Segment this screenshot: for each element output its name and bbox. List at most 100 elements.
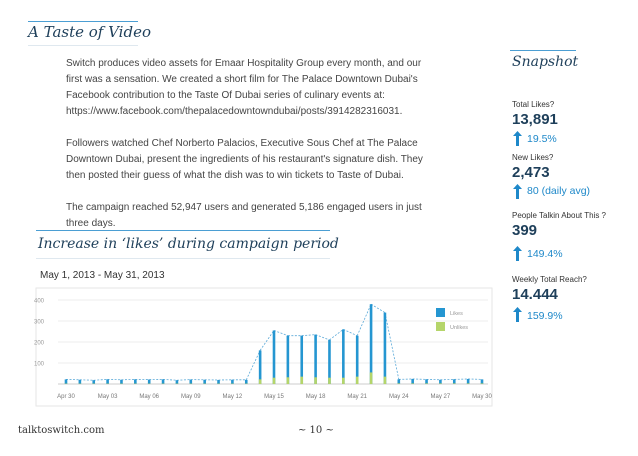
x-tick-label: May 12 [223,394,243,400]
x-tick-label: May 24 [389,394,409,400]
body-paragraph-3: The campaign reached 52,947 users and ge… [66,202,422,229]
body-paragraph-1: Switch produces video assets for Emaar H… [66,58,422,117]
unlikes-bar [286,377,290,384]
unlikes-bar [439,383,442,384]
y-tick-label: 100 [34,362,45,368]
metric-change: 19.5% [527,133,557,145]
unlikes-bar [355,376,359,384]
unlikes-bar [466,383,470,384]
up-arrow-icon [513,184,522,199]
legend-label: Likes [450,311,463,317]
likes-bar [217,380,220,384]
likes-bar [314,334,317,384]
likes-bar [134,379,137,384]
likes-trend-segment [384,312,400,380]
title-underline [28,21,138,22]
likes-trend-segment [163,378,177,381]
likes-trend-segment [301,334,316,337]
likes-bar [425,379,428,384]
body-copy: Switch produces video assets for Emaar H… [66,56,436,248]
footer-website: talktoswitch.com [18,425,105,436]
likes-trend-segment [273,330,289,337]
likes-bar [466,378,470,384]
metric-value: 2,473 [512,164,550,181]
likes-bar [78,379,82,384]
likes-trend-segment [245,350,261,380]
unlikes-bar [452,383,456,384]
x-tick-label: May 03 [98,394,118,400]
likes-bar [300,335,304,384]
section-title: A Taste of Video [28,23,151,41]
likes-bar [286,335,290,384]
unlikes-bar [369,372,373,384]
unlikes-bar [300,376,304,384]
likes-trend-segment [93,378,108,381]
x-tick-label: May 30 [472,394,492,400]
likes-trend-segment [176,379,191,381]
likes-trend-segment [259,330,275,351]
legend-swatch [436,308,445,317]
snapshot-title: Snapshot [512,54,579,70]
likes-bar [355,335,359,384]
x-tick-label: May 06 [139,394,159,400]
likes-bar [411,378,414,384]
unlikes-bar [411,383,414,384]
likes-bar [189,379,193,384]
likes-trend-segment [370,303,386,313]
x-tick-label: Apr 30 [57,394,75,400]
x-tick-label: May 15 [264,394,284,400]
likes-bar [244,379,248,384]
x-tick-label: May 18 [306,394,326,400]
chart-title-line [36,230,330,231]
metric-label: Total Likes? [512,100,555,109]
metric-label: Weekly Total Reach? [512,275,587,284]
x-tick-label: May 27 [431,394,451,400]
likes-bar [92,380,96,384]
likes-bar [480,379,484,384]
likes-bar [397,379,401,384]
unlikes-bar [314,377,317,384]
body-paragraph-2: Followers watched Chef Norberto Palacios… [66,138,423,181]
x-tick-label: May 09 [181,394,201,400]
likes-bar [64,379,68,384]
chart-date-range: May 1, 2013 - May 31, 2013 [40,270,165,281]
likes-bar [175,380,179,384]
y-tick-label: 300 [34,320,45,326]
likes-bar [369,304,373,384]
metric-change: 159.9% [527,310,563,322]
likes-bar [231,379,234,384]
unlikes-bar [383,376,387,384]
y-tick-label: 200 [34,341,45,347]
up-arrow-icon [513,246,522,261]
likes-bar [120,379,123,384]
likes-bar [161,379,165,384]
unlikes-bar [258,379,262,384]
up-arrow-icon [513,307,522,322]
unlikes-bar [328,377,331,384]
unlikes-bar [480,383,484,384]
unlikes-bar [425,383,428,384]
metric-label: People Talkin About This ? [512,211,606,220]
likes-bar [342,329,345,384]
likes-bar [147,379,151,384]
likes-bar [272,330,276,384]
likes-bar [328,339,331,384]
unlikes-bar [272,377,276,384]
metric-value: 399 [512,222,538,239]
likes-bar [439,379,442,384]
likes-bar [203,379,206,384]
legend-label: Unlikes [450,325,468,331]
page-number: ~ 10 ~ [298,425,334,436]
likes-bar [452,379,456,384]
legend-swatch [436,322,445,331]
x-tick-label: May 21 [347,394,367,400]
metric-change: 80 (daily avg) [527,185,591,197]
chart-section-title: Increase in ‘likes’ during campaign peri… [38,236,339,252]
likes-trend-segment [356,304,372,336]
chart-title-underline [36,258,330,259]
metric-label: New Likes? [512,153,554,162]
likes-bar [383,312,387,384]
up-arrow-icon [513,131,522,146]
likes-bar [106,379,109,384]
